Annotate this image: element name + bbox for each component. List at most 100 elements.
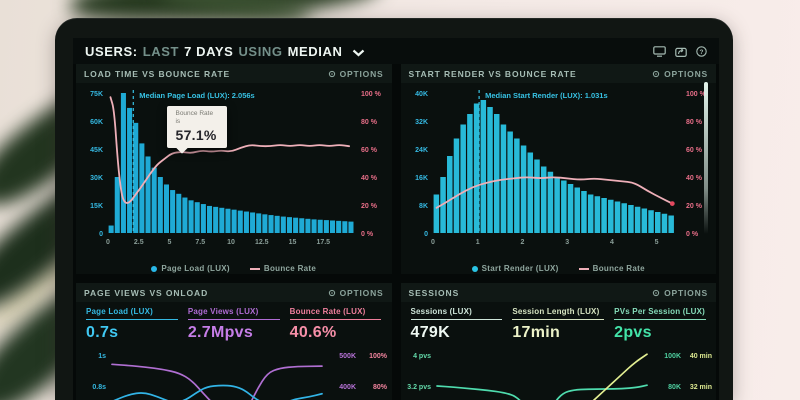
svg-text:60 %: 60 % [686,147,703,154]
legend-label: Page Load (LUX) [161,264,230,273]
svg-text:100%: 100% [369,353,388,360]
panel-head: PAGE VIEWS VS ONLOAD OPTIONS [76,283,392,302]
svg-text:0: 0 [106,239,110,246]
legend-label: Bounce Rate [592,264,645,273]
panel-grid: LOAD TIME VS BOUNCE RATE OPTIONS 75K 60K 4… [76,64,716,400]
options-label: OPTIONS [664,68,708,79]
legend-item-bounce-rate[interactable]: Bounce Rate [578,264,645,273]
metric-label: Sessions (LUX) [410,307,503,320]
legend-item-bounce-rate[interactable]: Bounce Rate [249,264,317,273]
header-users-label: USERS: [85,43,138,59]
panel-load-time: LOAD TIME VS BOUNCE RATE OPTIONS 75K 60K 4… [76,64,392,274]
panel-title: SESSIONS [408,287,460,298]
metric-value: 17min [512,324,561,341]
legend-item-page-load[interactable]: Page Load (LUX) [151,264,230,273]
header-using-label: USING [238,43,283,59]
svg-text:80K: 80K [668,384,681,391]
svg-text:3: 3 [565,239,569,246]
svg-text:20 %: 20 % [361,203,378,210]
svg-text:2: 2 [520,239,524,246]
svg-text:7.5: 7.5 [195,239,205,246]
gear-icon [328,70,335,77]
metric-sessions: Sessions (LUX) 479K [410,307,503,342]
dashboard-header: USERS: LAST 7 DAYS USING MEDIAN [73,38,719,64]
svg-text:16K: 16K [415,175,428,182]
svg-text:80 %: 80 % [686,119,703,126]
svg-text:5: 5 [168,239,172,246]
metric-label: Page Load (LUX) [86,307,178,320]
chart-legend: Page Load (LUX) Bounce Rate [76,264,392,273]
chart-tooltip: Bounce Rate is 57.1% [167,105,227,149]
svg-text:0 %: 0 % [361,231,374,238]
svg-text:12.5: 12.5 [255,239,269,246]
svg-text:60K: 60K [90,119,103,126]
options-label: OPTIONS [339,287,384,298]
svg-text:40K: 40K [415,91,428,98]
metric-page-load: Page Load (LUX) 0.7s [86,307,178,342]
chart-legend: Start Render (LUX) Bounce Rate [401,264,717,273]
svg-text:Median Page Load (LUX): 2.056s: Median Page Load (LUX): 2.056s [139,91,254,100]
load-time-chart[interactable]: 75K 60K 45K 30K 15K 0 100 % 80 % 60 % 40 % 20 % 0 %… [76,83,392,274]
share-icon[interactable] [675,46,687,57]
svg-text:40 %: 40 % [686,175,703,182]
legend-item-start-render[interactable]: Start Render (LUX) [471,264,559,273]
svg-text:32K: 32K [415,119,428,126]
svg-text:100 %: 100 % [361,91,382,98]
panel-start-render: START RENDER VS BOUNCE RATE OPTIONS 40K 3… [400,64,717,274]
svg-text:4 pvs: 4 pvs [413,353,431,360]
svg-text:5: 5 [654,239,658,246]
svg-text:400K: 400K [339,384,356,391]
svg-text:100K: 100K [664,353,681,360]
panel-title: LOAD TIME VS BOUNCE RATE [84,68,231,79]
svg-text:17.5: 17.5 [316,239,330,246]
start-render-chart[interactable]: 40K 32K 24K 16K 8K 0 100 % 80 % 60 % 40 % 20 % 0 % 0… [401,83,717,274]
svg-text:80 %: 80 % [361,119,378,126]
header-last-label: LAST [142,43,180,59]
options-label: OPTIONS [339,68,384,79]
panel-title: PAGE VIEWS VS ONLOAD [84,287,209,298]
metric-pvs-per-session: PVs Per Session (LUX) 2pvs [614,307,706,342]
svg-text:0 %: 0 % [686,231,699,238]
metric-bounce-rate: Bounce Rate (LUX) 40.6% [289,307,382,342]
metric-label: Bounce Rate (LUX) [289,307,382,320]
svg-text:0: 0 [424,231,428,238]
metrics-row: Page Load (LUX) 0.7s Page Views (LUX) 2.… [76,302,392,346]
options-button[interactable]: OPTIONS [328,288,384,298]
svg-text:1s: 1s [98,353,106,360]
svg-text:2.5: 2.5 [134,239,144,246]
svg-text:100 %: 100 % [686,91,707,98]
display-icon[interactable] [653,45,666,57]
gear-icon [652,289,660,296]
options-button[interactable]: OPTIONS [328,69,384,79]
laptop: USERS: LAST 7 DAYS USING MEDIAN [55,18,733,400]
legend-label: Bounce Rate [263,264,317,273]
svg-text:60 %: 60 % [361,147,378,154]
legend-line-icon [249,267,260,270]
svg-text:0.8s: 0.8s [92,384,106,391]
svg-text:40 min: 40 min [689,353,711,360]
legend-dot-icon [151,265,158,272]
options-button[interactable]: OPTIONS [652,69,708,79]
svg-text:30K: 30K [90,175,103,182]
svg-text:40 %: 40 % [361,175,378,182]
panel-title: START RENDER VS BOUNCE RATE [408,68,577,79]
help-icon[interactable]: ? [696,45,707,57]
svg-text:75K: 75K [90,91,103,98]
users-range-dropdown[interactable]: USERS: LAST 7 DAYS USING MEDIAN [85,44,365,59]
svg-text:?: ? [700,48,704,55]
panel-sessions: SESSIONS OPTIONS Sessions (LUX) 479K Ses… [400,283,717,400]
tooltip-value: 57.1% [175,127,217,144]
metric-value: 40.6% [289,324,337,341]
svg-text:1: 1 [475,239,479,246]
panel-head: SESSIONS OPTIONS [400,283,716,302]
metrics-row: Sessions (LUX) 479K Session Length (LUX)… [401,302,717,346]
gear-icon [328,289,335,296]
svg-text:0: 0 [99,231,103,238]
svg-text:500K: 500K [339,353,356,360]
options-button[interactable]: OPTIONS [652,288,708,298]
metric-session-length: Session Length (LUX) 17min [512,307,605,342]
metric-label: Page Views (LUX) [187,307,280,320]
